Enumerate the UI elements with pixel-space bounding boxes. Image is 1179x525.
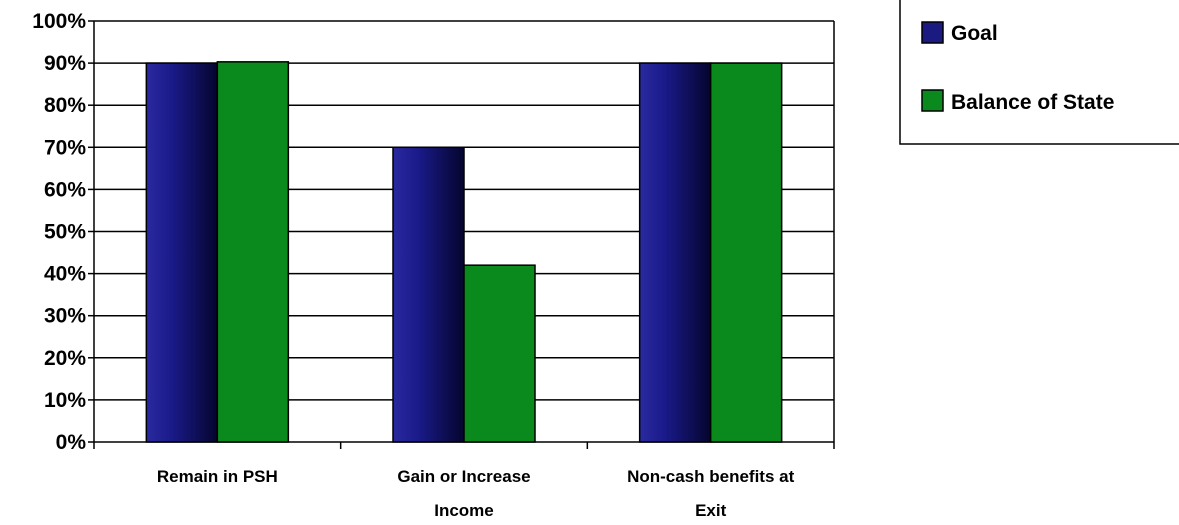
legend-swatch-balance-of-state <box>921 89 944 112</box>
x-tick-label: Gain or Increase <box>397 467 530 486</box>
bar-goal <box>392 146 465 443</box>
legend: Goal Balance of State <box>899 0 1179 145</box>
y-tick-label: 40% <box>44 263 86 286</box>
y-tick-label: 90% <box>44 52 86 75</box>
legend-box <box>899 0 1179 145</box>
bar-balance-of-state <box>463 264 536 443</box>
y-tick-label: 50% <box>44 221 86 244</box>
x-tick-label: Income <box>434 501 494 520</box>
y-tick-label: 20% <box>44 347 86 370</box>
y-tick-label: 100% <box>32 10 86 33</box>
x-axis: Remain in PSH Gain or Increase Income Non-c… <box>93 441 835 520</box>
y-tick-label: 80% <box>44 94 86 117</box>
bars <box>145 61 783 443</box>
legend-swatch-goal <box>921 21 944 44</box>
y-tick-label: 0% <box>56 431 87 454</box>
legend-label-goal: Goal <box>951 22 998 45</box>
x-tick-label: Non-cash benefits at <box>627 467 795 486</box>
y-axis: 0% 10% 20% 30% 40% 50% 60% 70% 80% 90% 100% <box>32 10 835 454</box>
bar-goal <box>145 62 219 443</box>
bar-balance-of-state <box>709 62 783 443</box>
y-tick-label: 70% <box>44 136 86 159</box>
y-tick-label: 30% <box>44 305 86 328</box>
bar-balance-of-state <box>216 61 290 443</box>
y-tick-label: 60% <box>44 178 86 201</box>
y-tick-label: 10% <box>44 389 86 412</box>
x-tick-label: Exit <box>695 501 727 520</box>
bar-goal <box>638 62 712 443</box>
legend-label-balance-of-state: Balance of State <box>951 91 1114 114</box>
x-tick-label: Remain in PSH <box>157 467 278 486</box>
